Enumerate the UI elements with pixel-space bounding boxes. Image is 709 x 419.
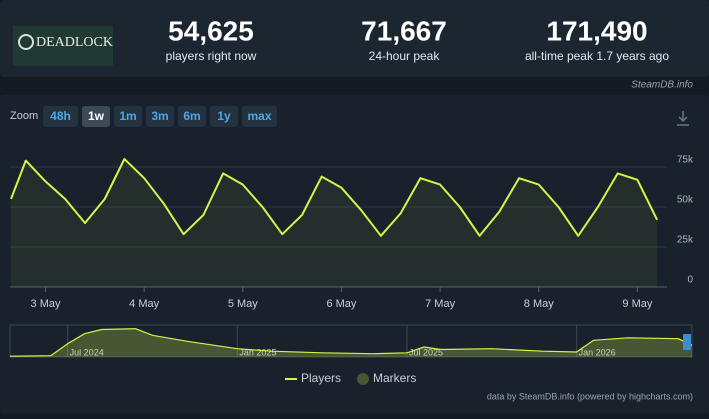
x-tick-label: Jul 2025 (409, 347, 443, 357)
zoom-button[interactable] (210, 106, 238, 127)
download-icon[interactable] (677, 111, 689, 126)
y-tick-label: 0 (687, 275, 693, 286)
area-fill (10, 159, 658, 287)
game-logo (13, 26, 113, 66)
zoom-button-label[interactable]: 1w (88, 109, 105, 123)
main-chart: 0 25k 50k 75k 3 May 4 May 5 May 6 May 7 May 8 May… (10, 155, 694, 310)
series-line (10, 158, 658, 237)
x-tick-label: Jan 2025 (239, 347, 276, 357)
chart-panel (0, 95, 709, 414)
x-tick-label: Jan 2026 (579, 347, 616, 357)
stat-value: 54,625 (168, 15, 254, 46)
y-tick-label: 50k (677, 195, 694, 206)
zoom-label: Zoom (10, 110, 38, 122)
stat-label: all-time peak 1.7 years ago (525, 49, 669, 63)
x-tick-label: 7 May (425, 298, 455, 310)
stat-value: 71,667 (361, 15, 447, 46)
zoom-button[interactable] (43, 106, 78, 127)
stat-label: 24-hour peak (369, 49, 441, 63)
series-line (9, 328, 693, 357)
zoom-button[interactable] (178, 106, 206, 127)
zoom-button-label[interactable]: max (247, 109, 271, 123)
area-fill (10, 328, 692, 357)
y-tick-label: 25k (677, 235, 694, 246)
zoom-button-label[interactable]: 48h (50, 109, 71, 123)
stats: 54,625 players right now 71,667 24-hour pea… (166, 15, 670, 63)
legend-label[interactable]: Markers (373, 371, 416, 385)
y-tick-label: 75k (677, 155, 694, 166)
legend-marker (357, 373, 369, 385)
legend-label[interactable]: Players (301, 371, 341, 385)
credit: data by SteamDB.info (powered by highcha… (487, 391, 693, 401)
zoom-button-label[interactable]: 6m (183, 109, 200, 123)
icon-stroke (678, 116, 688, 123)
stats-panel (0, 0, 709, 77)
stat-value: 171,490 (546, 15, 647, 46)
x-tick-label: 9 May (622, 298, 652, 310)
zoom-button[interactable] (146, 106, 174, 127)
zoom-button-label[interactable]: 1y (217, 109, 231, 123)
zoom-button[interactable] (114, 106, 142, 127)
x-tick-label: 5 May (228, 298, 258, 310)
x-tick-label: 3 May (31, 298, 61, 310)
x-tick-label: 6 May (326, 298, 356, 310)
navigator: Jul 2024 Jan 2025 Jul 2025 Jan 2026 (9, 324, 693, 358)
logo-icon (18, 34, 34, 50)
zoom-button[interactable] (82, 106, 110, 127)
x-tick-label: 4 May (129, 298, 159, 310)
source: SteamDB.info (631, 80, 693, 91)
x-tick-label: 8 May (524, 298, 554, 310)
zoom-buttons: 48h 1w 1m 3m 6m 1y max (43, 106, 277, 127)
zoom-button[interactable] (242, 106, 277, 127)
navigator-frame (9, 324, 693, 358)
x-tick-label: Jul 2024 (70, 347, 104, 357)
navigator-handle[interactable] (683, 334, 691, 350)
game-name: DEADLOCK (36, 35, 113, 50)
stat-label: players right now (166, 49, 257, 63)
zoom-button-label[interactable]: 3m (151, 109, 168, 123)
zoom-button-label[interactable]: 1m (119, 109, 136, 123)
